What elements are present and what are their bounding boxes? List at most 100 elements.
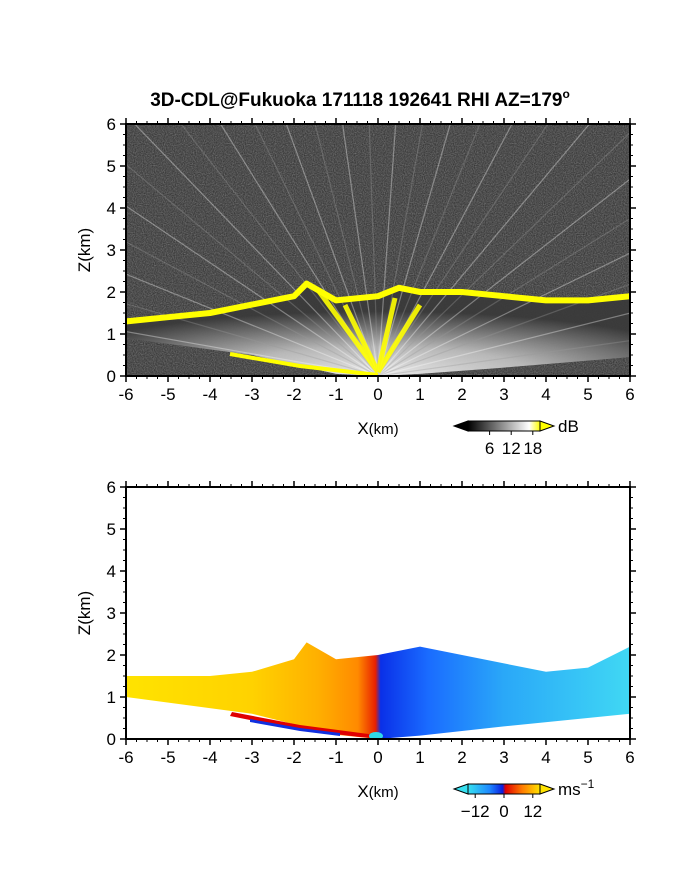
colorbar-tick-label: 6	[485, 439, 494, 458]
x-tick-label: -5	[160, 385, 175, 404]
colorbar-tick-label: 18	[523, 439, 542, 458]
y-tick-label: 3	[107, 241, 116, 260]
radial-beam	[314, 124, 379, 376]
y-tick-label: 3	[107, 604, 116, 623]
x-tick-label: -3	[244, 385, 259, 404]
panel2-near-ground-red	[230, 712, 376, 738]
x-tick-label: -6	[118, 748, 133, 767]
colorbar-tick-label: −12	[461, 802, 490, 821]
panel2-plot-area	[126, 487, 630, 739]
x-tick-label: 6	[625, 748, 634, 767]
x-tick-label: 6	[625, 385, 634, 404]
x-tick-label: -2	[286, 748, 301, 767]
panel2-y-ticks: 0 1 2 3 4 5 6	[107, 478, 636, 749]
panel2-x-ticks: -6 -5 -4 -3 -2 -1 0 1 2 3 4 5 6	[118, 481, 635, 767]
colorbar2-unit: ms−1	[558, 777, 595, 799]
colorbar1-left-triangle	[452, 420, 469, 432]
x-tick-label: 1	[415, 385, 424, 404]
panel1-plot-area	[126, 124, 630, 376]
radial-beam	[341, 124, 379, 376]
x-tick-label: 1	[415, 748, 424, 767]
x-tick-label: 2	[457, 385, 466, 404]
colorbar-tick-label: 0	[499, 802, 508, 821]
x-tick-label: 0	[373, 748, 382, 767]
x-tick-label: -2	[286, 385, 301, 404]
radial-beam	[126, 241, 379, 376]
colorbar2-right-triangle	[539, 783, 556, 795]
radial-beam	[285, 124, 379, 376]
panel1-y-ticks: 0 1 2 3 4 5 6	[107, 115, 636, 386]
y-tick-label: 5	[107, 520, 116, 539]
y-tick-label: 0	[107, 730, 116, 749]
radial-beam	[377, 178, 630, 376]
colorbar2-left-triangle	[452, 783, 469, 795]
title-superscript: o	[562, 87, 569, 101]
colorbar-tick-label: 12	[523, 802, 542, 821]
panel2-colorbar: −12 0 12 ms−1	[452, 777, 595, 821]
radial-beam	[377, 339, 630, 376]
radial-beam	[377, 124, 397, 376]
y-tick-label: 6	[107, 115, 116, 134]
x-tick-label: -5	[160, 748, 175, 767]
x-tick-label: -1	[328, 748, 343, 767]
x-tick-label: -1	[328, 385, 343, 404]
y-tick-label: 0	[107, 367, 116, 386]
colorbar1-unit: dB	[558, 417, 579, 436]
radial-beam	[377, 124, 549, 376]
x-tick-label: -6	[118, 385, 133, 404]
panel2-velocity-region	[126, 642, 630, 739]
y-tick-label: 1	[107, 688, 116, 707]
radial-beam	[133, 124, 379, 376]
panel1-title: 3D-CDL@Fukuoka 171118 192641 RHI AZ=179o	[150, 87, 570, 111]
x-tick-label: -4	[202, 385, 217, 404]
x-tick-label: -4	[202, 748, 217, 767]
colorbar1-ticks: 6 12 18	[485, 431, 542, 458]
y-tick-label: 2	[107, 646, 116, 665]
panel1-lower-yellow-edge	[229, 352, 379, 376]
radial-beam	[126, 303, 379, 376]
x-tick-label: 0	[373, 385, 382, 404]
radial-beam	[126, 273, 379, 376]
x-tick-label: 3	[499, 385, 508, 404]
radial-beam	[126, 163, 379, 376]
colorbar2-bar	[467, 783, 541, 795]
x-tick-label: 2	[457, 748, 466, 767]
x-tick-label: 4	[541, 385, 550, 404]
panel2-ylabel: Z(km)	[75, 591, 94, 635]
colorbar2-ticks: −12 0 12	[461, 794, 542, 821]
radial-beam	[126, 205, 379, 376]
colorbar-tick-label: 12	[502, 439, 521, 458]
x-tick-label: 5	[583, 748, 592, 767]
panel1-center-yellow-beams	[315, 288, 423, 374]
y-tick-label: 4	[107, 562, 116, 581]
panel1-ylabel: Z(km)	[75, 228, 94, 272]
radial-beam	[377, 312, 630, 376]
panel2-xlabel: X(km)	[357, 782, 398, 801]
radial-beam	[377, 124, 424, 376]
x-tick-label: 3	[499, 748, 508, 767]
x-tick-label: 5	[583, 385, 592, 404]
panel2-near-ground-blue	[250, 719, 340, 736]
radial-beam	[377, 124, 591, 376]
radial-beam	[126, 330, 379, 376]
panel1-x-ticks: -6 -5 -4 -3 -2 -1 0 1 2 3 4 5 6	[118, 118, 635, 404]
panel2-origin-cyan	[369, 732, 383, 739]
radial-beam	[377, 217, 630, 376]
x-tick-label: 4	[541, 748, 550, 767]
y-tick-label: 2	[107, 283, 116, 302]
radial-beam	[377, 131, 630, 376]
y-tick-label: 4	[107, 199, 116, 218]
panel1-colorbar: 6 12 18 dB	[452, 417, 579, 458]
radial-beam	[368, 124, 379, 376]
colorbar1-bar	[467, 420, 541, 432]
y-tick-label: 6	[107, 478, 116, 497]
x-tick-label: -3	[244, 748, 259, 767]
radial-beam	[377, 283, 630, 376]
y-tick-label: 1	[107, 325, 116, 344]
colorbar1-right-triangle	[539, 420, 556, 432]
panel1-echo-top-yellow	[126, 280, 630, 325]
y-tick-label: 5	[107, 157, 116, 176]
panel1-xlabel: X(km)	[357, 419, 398, 438]
radial-beam	[180, 124, 379, 376]
